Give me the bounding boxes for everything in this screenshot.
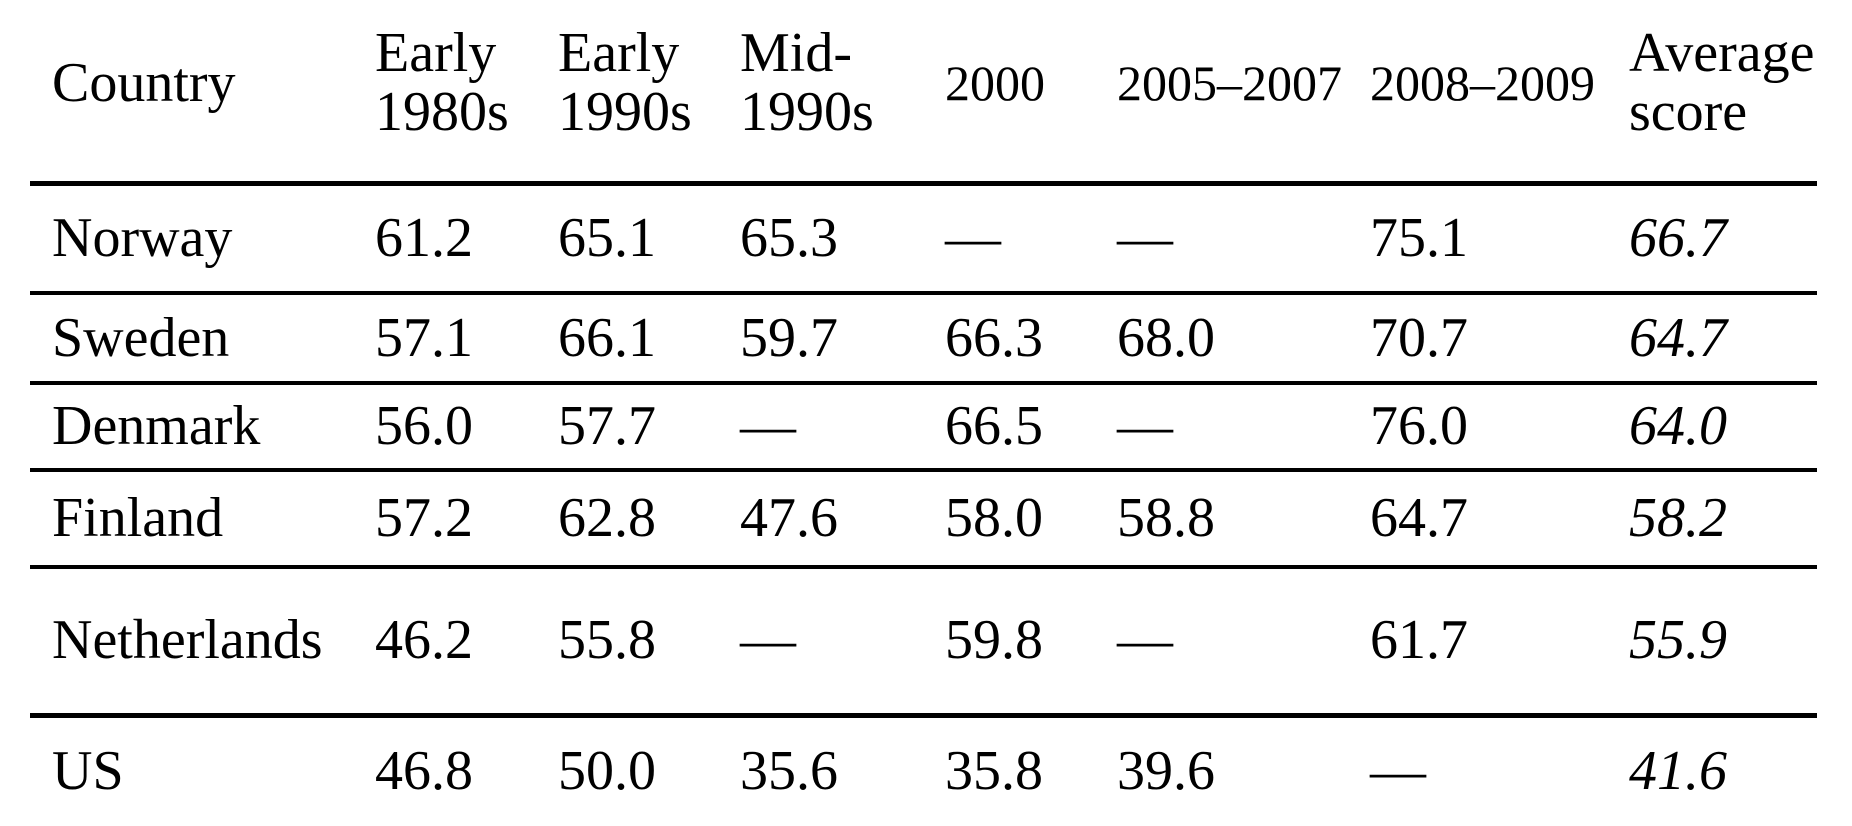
score-cell-netherlands-2005-2007: — <box>1095 567 1348 718</box>
table-row-sweden: Sweden 57.1 66.1 59.7 66.3 68.0 70.7 64.7 <box>30 293 1817 385</box>
country-label-netherlands: Netherlands <box>30 567 353 718</box>
score-cell-denmark-2000: 66.5 <box>923 383 1095 472</box>
score-cell-finland-2000: 58.0 <box>923 470 1095 569</box>
country-label-sweden: Sweden <box>30 293 353 385</box>
score-cell-denmark-mid-1990s: — <box>718 383 923 472</box>
average-score-cell-denmark: 64.0 <box>1607 383 1817 472</box>
score-cell-netherlands-2008-2009: 61.7 <box>1348 567 1607 718</box>
score-cell-denmark-early-1990s: 57.7 <box>536 383 718 472</box>
table-header-row: Country Early 1980s Early 1990s Mid- 1990s 2… <box>30 0 1817 186</box>
score-cell-us-mid-1990s: 35.6 <box>740 740 838 803</box>
score-cell-denmark-early-1980s: 56.0 <box>353 383 536 472</box>
score-cell-finland-2008-2009: 64.7 <box>1348 470 1607 569</box>
score-cell-finland-mid-1990s: 47.6 <box>718 470 923 569</box>
score-cell-sweden-2000: 66.3 <box>923 293 1095 385</box>
score-cell-us-early-1990s: 50.0 <box>558 740 656 803</box>
score-cell-netherlands-early-1990s: 55.8 <box>536 567 718 718</box>
country-label-norway: Norway <box>30 183 353 295</box>
score-cell-norway-mid-1990s: 65.3 <box>718 183 923 295</box>
score-cell-netherlands-2000: 59.8 <box>923 567 1095 718</box>
score-cell-us-2005-2007: 39.6 <box>1117 740 1215 803</box>
column-header-early-1990s: Early 1990s <box>536 0 718 186</box>
country-label-denmark: Denmark <box>30 383 353 472</box>
average-score-cell-netherlands: 55.9 <box>1607 567 1817 718</box>
score-cell-denmark-2008-2009: 76.0 <box>1348 383 1607 472</box>
score-cell-finland-early-1990s: 62.8 <box>536 470 718 569</box>
average-score-cell-norway: 66.7 <box>1607 183 1817 295</box>
average-score-cell-sweden: 64.7 <box>1607 293 1817 385</box>
score-cell-norway-2005-2007: — <box>1095 183 1348 295</box>
table-row-denmark: Denmark 56.0 57.7—66.5—76.0 64.0 <box>30 383 1817 472</box>
score-cell-us-early-1980s: 46.8 <box>375 740 473 803</box>
table-row-us: US 46.8 50.0 35.6 35.8 39.6 — 41.6 <box>30 715 1817 826</box>
score-cell-sweden-2005-2007: 68.0 <box>1095 293 1348 385</box>
table-row-norway: Norway 61.2 65.1 65.3— —75.1 66.7 <box>30 183 1817 295</box>
score-cell-norway-early-1990s: 65.1 <box>536 183 718 295</box>
column-header-average-score: Average score <box>1607 0 1817 186</box>
table-row-netherlands: Netherlands 46.2 55.8—59.8—61.7 55.9 <box>30 567 1817 718</box>
column-header-2008-2009: 2008–2009 <box>1348 0 1607 186</box>
column-header-early-1980s: Early 1980s <box>353 0 536 186</box>
score-cell-finland-2005-2007: 58.8 <box>1095 470 1348 569</box>
score-cell-netherlands-early-1980s: 46.2 <box>353 567 536 718</box>
country-label-us: US <box>52 740 124 803</box>
score-cell-netherlands-mid-1990s: — <box>718 567 923 718</box>
column-header-2005-2007: 2005–2007 <box>1095 0 1348 186</box>
country-label-finland: Finland <box>30 470 353 569</box>
score-cell-sweden-early-1990s: 66.1 <box>536 293 718 385</box>
average-score-cell-finland: 58.2 <box>1607 470 1817 569</box>
score-cell-norway-2000: — <box>923 183 1095 295</box>
score-cell-norway-early-1980s: 61.2 <box>353 183 536 295</box>
score-cell-us-2000: 35.8 <box>945 740 1043 803</box>
average-score-cell-us: 41.6 <box>1629 740 1727 803</box>
score-cell-finland-early-1980s: 57.2 <box>353 470 536 569</box>
score-cell-norway-2008-2009: 75.1 <box>1348 183 1607 295</box>
score-cell-us-2008-2009: — <box>1370 740 1426 803</box>
column-header-mid-1990s: Mid- 1990s <box>718 0 923 186</box>
score-cell-sweden-2008-2009: 70.7 <box>1348 293 1607 385</box>
score-cell-sweden-early-1980s: 57.1 <box>353 293 536 385</box>
score-cell-denmark-2005-2007: — <box>1095 383 1348 472</box>
column-header-2000: 2000 <box>923 0 1095 186</box>
column-header-country: Country <box>30 0 353 186</box>
country-scores-table: Country Early 1980s Early 1990s Mid- 1990s 2… <box>30 0 1817 826</box>
table-row-finland: Finland 57.2 62.8 47.6 58.0 58.8 64.7 58.2 <box>30 470 1817 569</box>
score-cell-sweden-mid-1990s: 59.7 <box>718 293 923 385</box>
